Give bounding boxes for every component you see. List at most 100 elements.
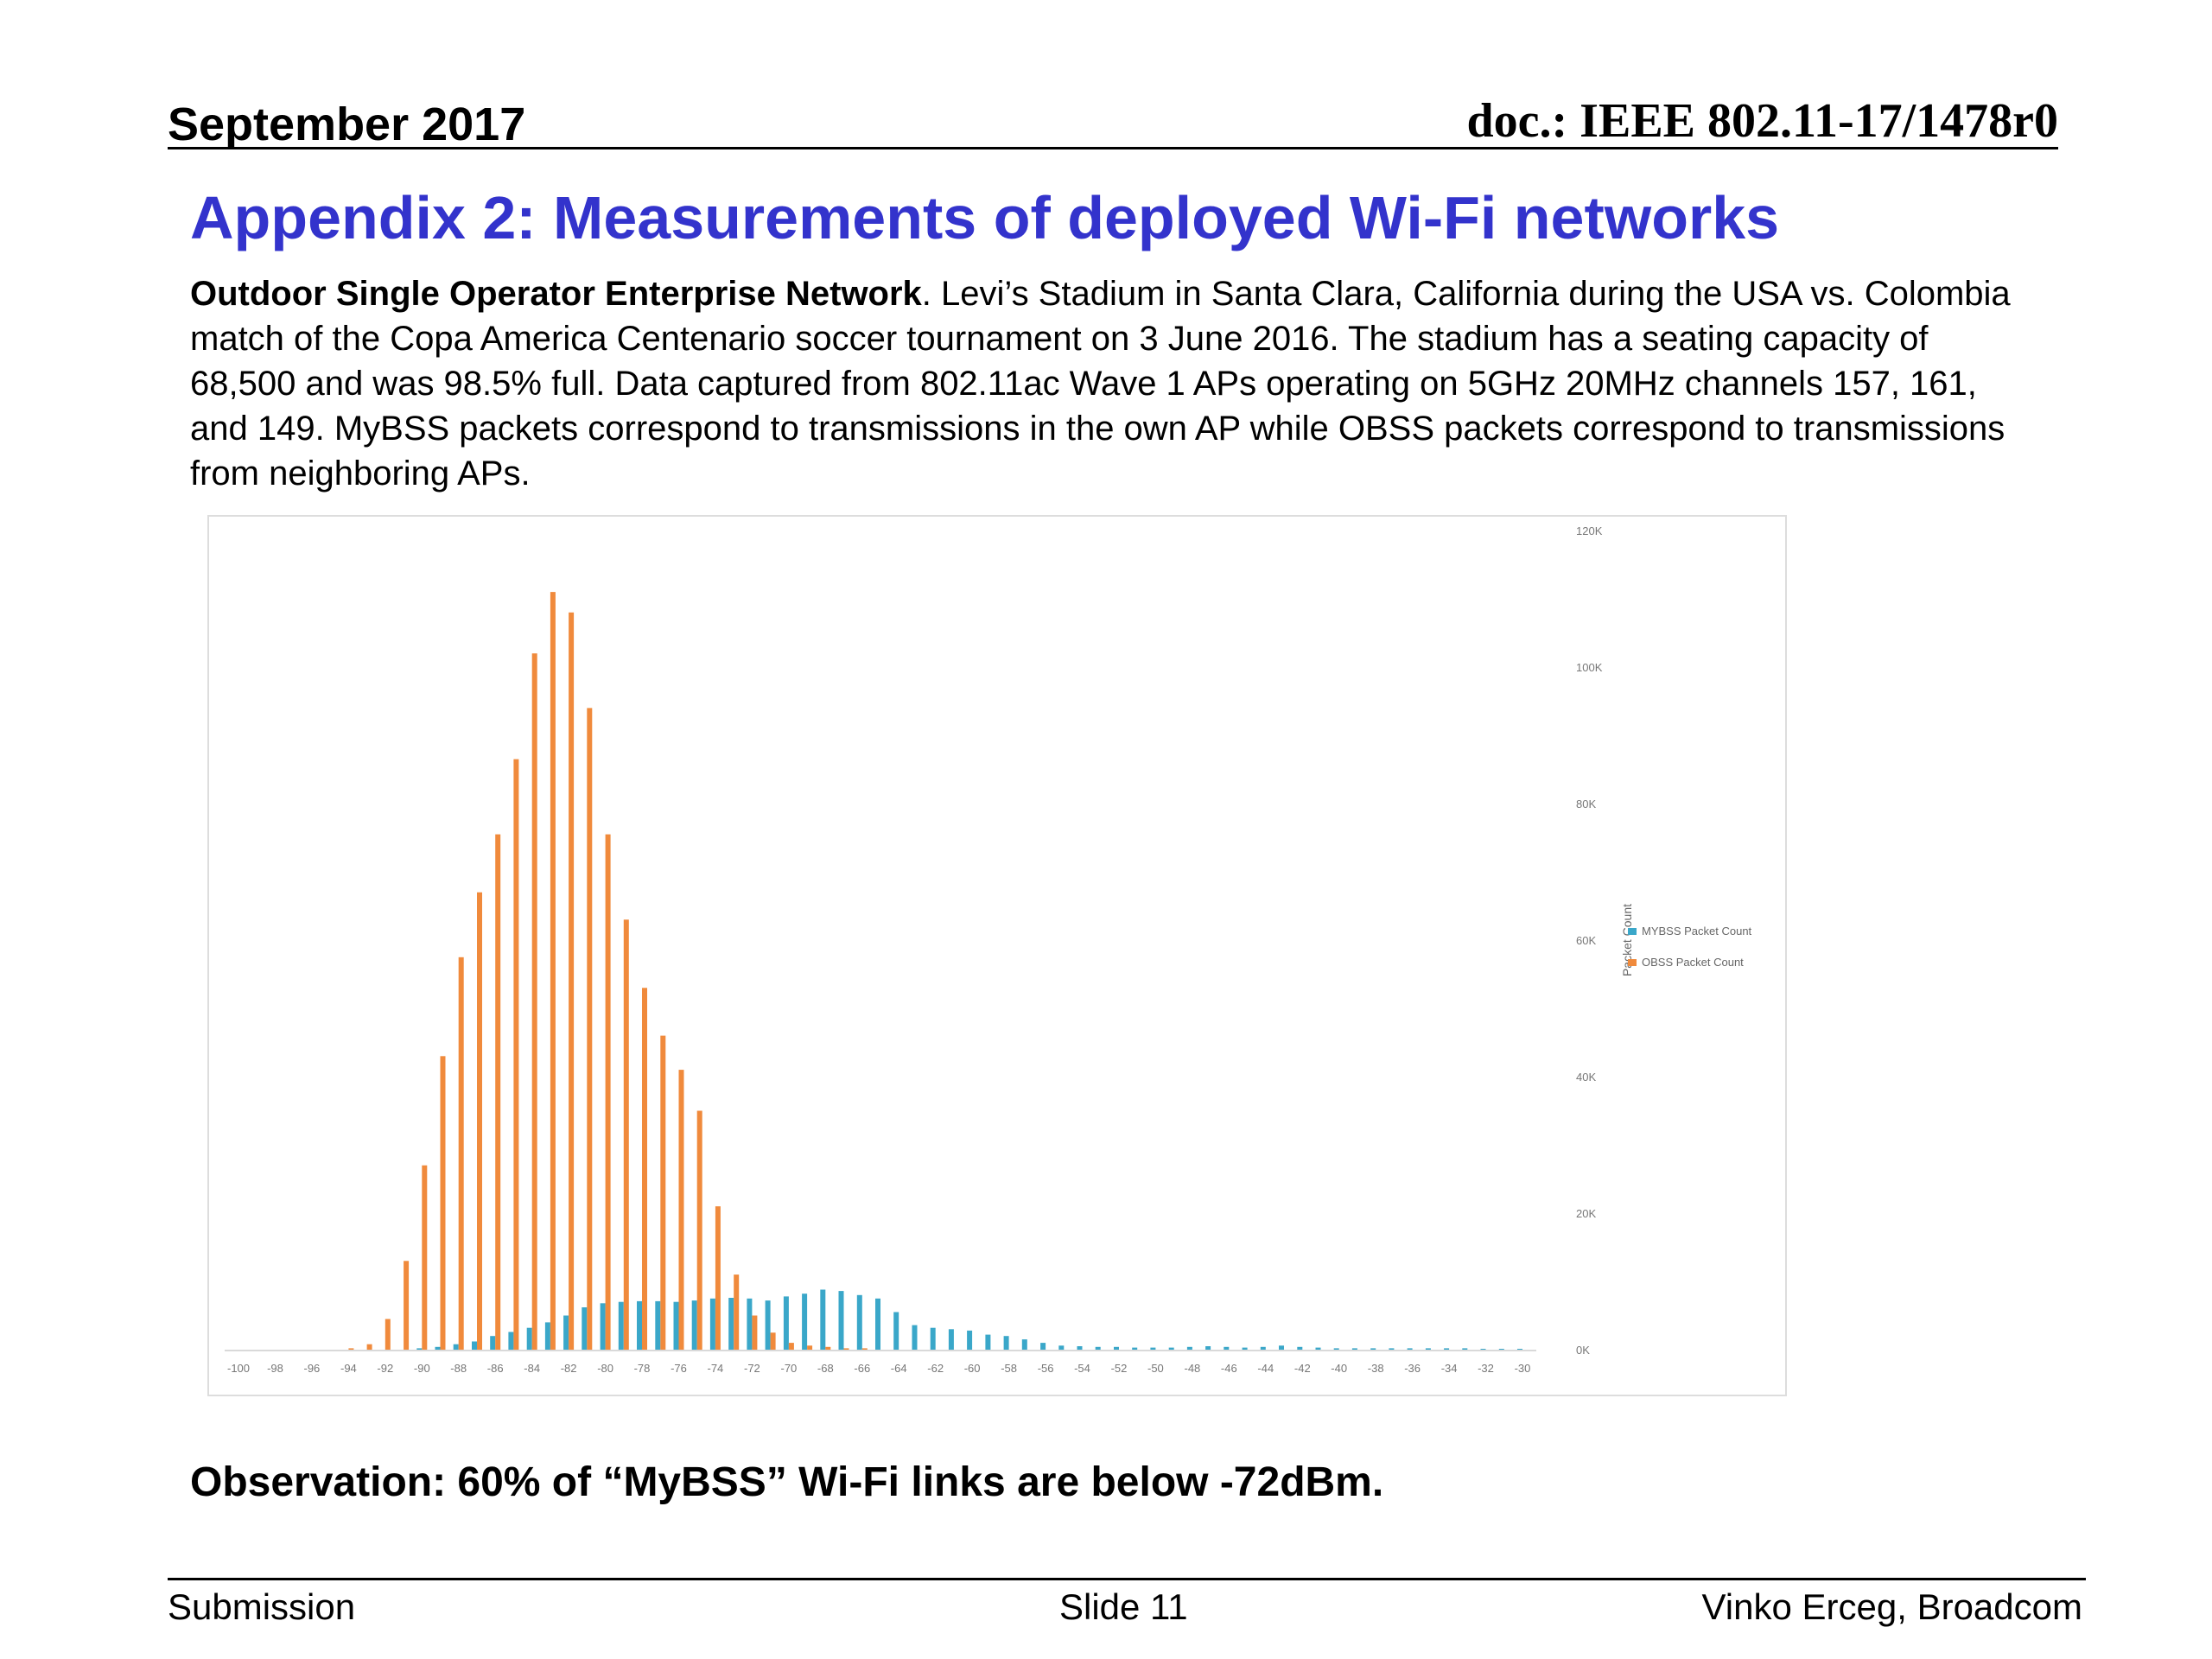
x-tick-label: -30 [1515, 1362, 1531, 1375]
mybss-bar [508, 1332, 514, 1350]
obss-bar [807, 1345, 813, 1350]
x-tick-label: -94 [340, 1362, 357, 1375]
obss-bar [825, 1346, 831, 1350]
mybss-bar [747, 1298, 753, 1351]
mybss-bar [582, 1307, 588, 1350]
x-tick-label: -62 [927, 1362, 944, 1375]
mybss-bar [1077, 1346, 1083, 1350]
obss-bar [531, 653, 537, 1350]
mybss-bar [893, 1312, 899, 1350]
mybss-bar [1279, 1345, 1284, 1350]
mybss-bar [655, 1300, 661, 1350]
mybss-bar [912, 1325, 918, 1350]
mybss-series [416, 1289, 1522, 1351]
slide-title: Appendix 2: Measurements of deployed Wi-… [190, 184, 1780, 251]
obss-bar [660, 1035, 666, 1350]
x-tick-label: -68 [817, 1362, 834, 1375]
x-tick-label: -48 [1185, 1362, 1201, 1375]
mybss-bar [1462, 1348, 1468, 1350]
mybss-bar [985, 1334, 991, 1350]
mybss-bar [838, 1291, 844, 1350]
footer-author: Vinko Erceg, Broadcom [1701, 1586, 2082, 1627]
y-tick-label: 120K [1576, 524, 1603, 537]
obss-bar [458, 957, 464, 1351]
mybss-bar [1333, 1348, 1339, 1350]
body-bold-lead: Outdoor Single Operator Enterprise Netwo… [190, 275, 922, 313]
mybss-bar [1040, 1343, 1046, 1350]
x-tick-label: -98 [267, 1362, 283, 1375]
mybss-bar [1058, 1345, 1065, 1350]
mybss-bar [1370, 1348, 1376, 1350]
mybss-bar [1095, 1346, 1101, 1350]
x-tick-label: -72 [744, 1362, 760, 1375]
mybss-bar [802, 1294, 808, 1350]
obss-bar [843, 1348, 849, 1350]
legend-label: OBSS Packet Count [1642, 956, 1744, 969]
y-tick-label: 100K [1576, 661, 1603, 674]
mybss-bar [856, 1294, 862, 1350]
mybss-bar [544, 1322, 550, 1350]
mybss-bar [453, 1344, 459, 1350]
x-tick-label: -56 [1038, 1362, 1054, 1375]
obss-bar [788, 1343, 794, 1350]
obss-bar [696, 1110, 702, 1350]
mybss-bar [691, 1300, 697, 1350]
obss-bar [550, 592, 556, 1350]
mybss-bar [600, 1303, 606, 1350]
mybss-bar [1480, 1349, 1486, 1350]
mybss-bar [472, 1341, 477, 1350]
mybss-bar [1389, 1348, 1395, 1350]
mybss-bar [526, 1327, 532, 1350]
y-tick-label: 0K [1576, 1344, 1590, 1357]
obss-bar [385, 1319, 391, 1350]
mybss-bar [1114, 1346, 1119, 1350]
chart-legend: MYBSS Packet Count OBSS Packet Count [1628, 925, 1752, 969]
mybss-bar [490, 1336, 496, 1350]
x-tick-label: -34 [1441, 1362, 1458, 1375]
mybss-bar [563, 1315, 569, 1350]
obss-bar [678, 1070, 684, 1350]
obss-bar [404, 1261, 410, 1350]
mybss-bar [618, 1301, 624, 1350]
obss-series [348, 592, 868, 1351]
x-axis-ticks: -100 -98 -96 -94 -92 -90 -88 -86 -84 -82 -80 -78 -76… [227, 1362, 1530, 1375]
y-axis-label: Packet Count [1620, 904, 1634, 976]
mybss-bar [1315, 1347, 1321, 1350]
obss-bar [440, 1056, 446, 1350]
mybss-bar [728, 1298, 734, 1350]
mybss-bar [1242, 1347, 1248, 1350]
y-tick-label: 20K [1576, 1207, 1596, 1220]
x-tick-label: -88 [450, 1362, 467, 1375]
obss-bar [734, 1274, 740, 1350]
mybss-bar [1297, 1346, 1303, 1350]
obss-bar [642, 988, 647, 1350]
x-tick-label: -90 [414, 1362, 430, 1375]
x-tick-label: -46 [1221, 1362, 1237, 1375]
x-tick-label: -96 [304, 1362, 321, 1375]
mybss-bar [1351, 1348, 1357, 1350]
x-tick-label: -100 [227, 1362, 250, 1375]
body-paragraph: Outdoor Single Operator Enterprise Netwo… [190, 271, 2039, 496]
obss-bar [587, 708, 593, 1350]
mybss-bar [673, 1301, 679, 1350]
mybss-bar [1003, 1336, 1009, 1350]
chart-frame: -100 -98 -96 -94 -92 -90 -88 -86 -84 -82 -80 -78 -76… [207, 515, 1787, 1396]
x-tick-label: -64 [891, 1362, 907, 1375]
packet-count-histogram: -100 -98 -96 -94 -92 -90 -88 -86 -84 -82 -80 -78 -76… [225, 524, 1752, 1375]
x-tick-label: -42 [1294, 1362, 1311, 1375]
mybss-bar [1150, 1347, 1156, 1350]
obss-bar [623, 919, 629, 1350]
obss-bar [605, 834, 611, 1350]
footer-slide-number: Slide 11 [1059, 1586, 1188, 1627]
x-tick-label: -32 [1478, 1362, 1494, 1375]
mybss-bar [1186, 1346, 1192, 1350]
obss-bar [861, 1348, 868, 1350]
mybss-bar [435, 1346, 441, 1350]
x-tick-label: -60 [964, 1362, 981, 1375]
x-tick-label: -36 [1404, 1362, 1421, 1375]
mybss-bar [875, 1298, 880, 1351]
obss-bar [477, 892, 482, 1350]
x-tick-label: -58 [1001, 1362, 1017, 1375]
x-tick-label: -52 [1111, 1362, 1128, 1375]
mybss-bar [1517, 1349, 1522, 1350]
